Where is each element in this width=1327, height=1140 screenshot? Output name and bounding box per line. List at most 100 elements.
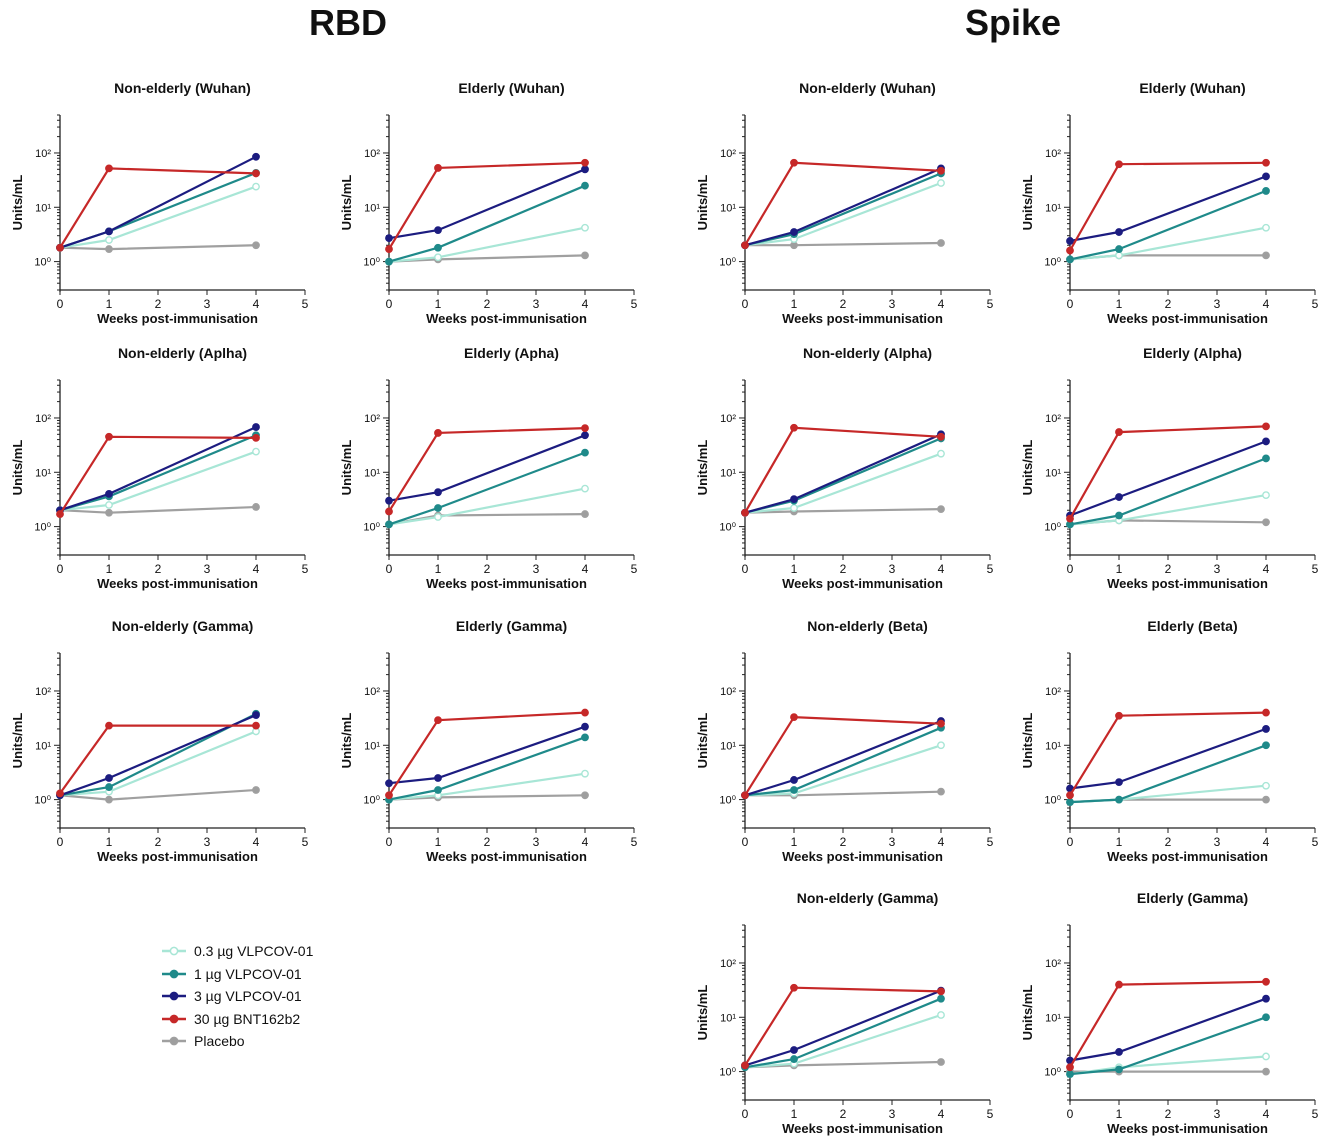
spike-section-title: Spike (964, 2, 1062, 43)
x-tick-label: 1 (1116, 562, 1123, 576)
x-axis-label: Weeks post-immunisation (1107, 576, 1268, 591)
series-line (744, 433, 942, 514)
x-tick-label: 4 (582, 297, 589, 311)
chart-title: Elderly (Gamma) (1137, 890, 1248, 906)
x-tick-label: 3 (889, 562, 896, 576)
x-tick-label: 2 (1165, 1107, 1172, 1121)
chart-panel: Elderly (Wuhan) 0 1 2 3 4 5 10⁰ 10¹ 10² Weeks post… (1020, 80, 1319, 326)
data-point (105, 774, 113, 782)
legend-label: 0.3 µg VLPCOV-01 (194, 943, 314, 960)
series-line (388, 434, 586, 502)
x-tick-label: 5 (1312, 562, 1319, 576)
data-point (1115, 160, 1123, 169)
y-tick-label: 10¹ (1045, 467, 1061, 479)
y-axis-label: Units/mL (695, 985, 710, 1041)
series-line (1069, 727, 1267, 790)
x-tick-label: 5 (302, 297, 309, 311)
data-point (1115, 511, 1123, 520)
y-tick-label: 10⁰ (719, 522, 736, 534)
data-point (581, 181, 589, 190)
x-tick-label: 0 (742, 562, 749, 576)
data-point (1262, 437, 1270, 446)
series-line (388, 161, 586, 250)
x-tick-label: 1 (106, 297, 113, 311)
series-line (1069, 175, 1267, 242)
data-point (790, 1055, 798, 1063)
chart-panel: Non-elderly (Wuhan) 0 1 2 3 4 5 10⁰ 10¹ 10² Weeks … (695, 80, 994, 326)
legend-item: 1 µg VLPCOV-01 (160, 963, 313, 986)
y-tick-label: 10⁰ (363, 795, 380, 807)
data-point (790, 241, 798, 250)
y-tick-label: 10¹ (364, 740, 380, 752)
y-tick-label: 10¹ (35, 467, 51, 479)
data-point (581, 791, 589, 800)
series-line (388, 725, 586, 785)
data-point (56, 510, 64, 518)
y-tick-label: 10² (1045, 686, 1061, 698)
x-tick-label: 5 (987, 1107, 994, 1121)
data-point (434, 786, 442, 794)
x-axis-label: Weeks post-immunisation (426, 849, 587, 864)
chart-title: Non-elderly (Alpha) (803, 345, 932, 361)
x-axis-label: Weeks post-immunisation (97, 849, 258, 864)
x-tick-label: 1 (1116, 835, 1123, 849)
x-tick-label: 3 (1214, 835, 1221, 849)
legend-label: 30 µg BNT162b2 (194, 1010, 301, 1027)
x-tick-label: 1 (1116, 297, 1123, 311)
data-point (937, 166, 945, 175)
x-tick-label: 2 (1165, 297, 1172, 311)
chart-title: Elderly (Wuhan) (1139, 80, 1245, 96)
chart-title: Elderly (Wuhan) (458, 80, 564, 96)
y-axis-label: Units/mL (1020, 175, 1035, 231)
x-tick-label: 3 (889, 297, 896, 311)
data-point (1262, 741, 1270, 750)
data-point (937, 987, 945, 996)
data-point (1262, 251, 1270, 260)
y-axis-label: Units/mL (339, 713, 354, 769)
x-tick-label: 1 (791, 562, 798, 576)
data-point (252, 241, 260, 250)
y-axis-label: Units/mL (1020, 985, 1035, 1041)
data-point (937, 179, 945, 187)
x-tick-label: 3 (533, 835, 540, 849)
y-tick-label: 10² (35, 148, 51, 160)
legend-swatch-icon (160, 968, 188, 980)
data-point (252, 423, 260, 431)
x-axis-label: Weeks post-immunisation (1107, 1121, 1268, 1136)
y-tick-label: 10¹ (1045, 1012, 1061, 1024)
data-point (581, 165, 589, 174)
data-point (105, 721, 113, 730)
data-point (790, 228, 798, 236)
x-tick-label: 3 (204, 562, 211, 576)
series-line (744, 437, 942, 514)
data-point (385, 779, 393, 788)
y-tick-label: 10² (364, 413, 380, 425)
legend: 0.3 µg VLPCOV-01 1 µg VLPCOV-01 3 µg VLP… (160, 940, 313, 1053)
y-axis-label: Units/mL (339, 175, 354, 231)
chart-panel: Elderly (Alpha) 0 1 2 3 4 5 10⁰ 10¹ 10² Weeks post… (1020, 345, 1319, 591)
data-point (252, 721, 260, 730)
x-axis-label: Weeks post-immunisation (782, 576, 943, 591)
y-tick-label: 10⁰ (363, 257, 380, 269)
x-tick-label: 5 (987, 297, 994, 311)
data-point (790, 423, 798, 432)
data-point (434, 226, 442, 235)
chart-panel: Non-elderly (Aplha) 0 1 2 3 4 5 10⁰ 10¹ 10² Weeks … (10, 345, 309, 591)
series-line (388, 487, 586, 526)
data-point (741, 508, 749, 517)
x-tick-label: 4 (582, 562, 589, 576)
y-axis-label: Units/mL (10, 175, 25, 231)
x-tick-label: 4 (938, 835, 945, 849)
data-point (1262, 187, 1270, 195)
data-point (105, 783, 113, 791)
data-point (581, 510, 589, 518)
data-point (581, 431, 589, 440)
x-tick-label: 4 (938, 297, 945, 311)
data-point (385, 507, 393, 516)
data-point (434, 488, 442, 497)
x-tick-label: 3 (1214, 562, 1221, 576)
series-line (744, 167, 942, 247)
legend-item: Placebo (160, 1030, 313, 1053)
chart-title: Non-elderly (Wuhan) (114, 80, 251, 96)
y-axis-label: Units/mL (339, 440, 354, 496)
